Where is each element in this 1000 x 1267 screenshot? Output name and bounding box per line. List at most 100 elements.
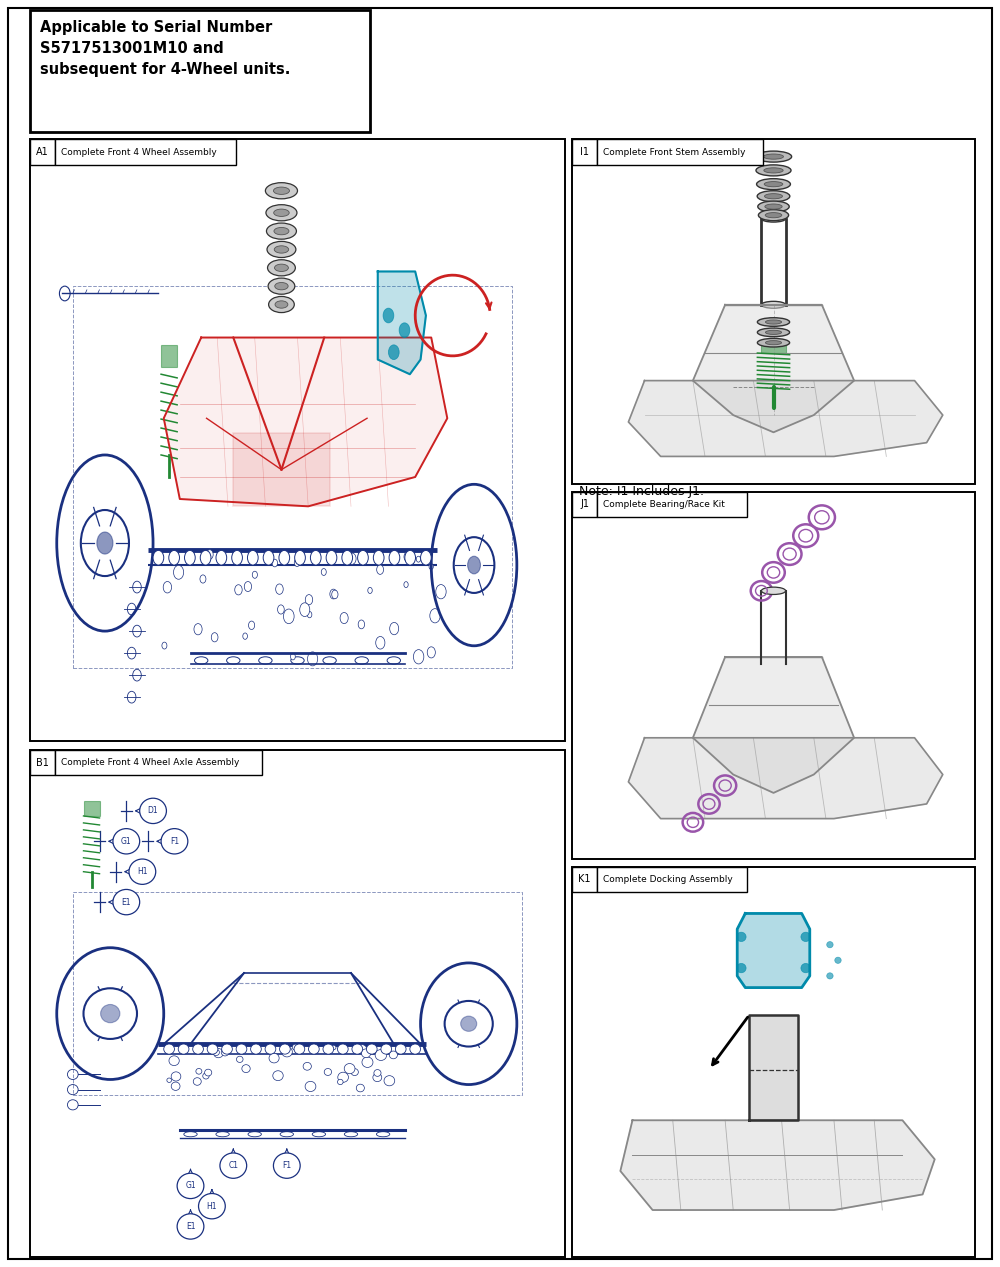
Circle shape (247, 550, 258, 565)
Circle shape (243, 634, 247, 640)
Circle shape (337, 1044, 348, 1054)
Circle shape (222, 1044, 232, 1054)
Ellipse shape (275, 300, 288, 308)
Ellipse shape (755, 151, 792, 162)
Circle shape (337, 1079, 343, 1085)
Circle shape (236, 1044, 247, 1054)
Ellipse shape (267, 242, 296, 257)
Text: G1: G1 (185, 1181, 196, 1191)
Circle shape (366, 1044, 377, 1054)
Circle shape (278, 604, 284, 614)
Circle shape (194, 623, 202, 635)
Circle shape (416, 556, 421, 563)
Circle shape (214, 1049, 223, 1058)
Circle shape (101, 1005, 120, 1022)
Circle shape (383, 308, 394, 323)
Circle shape (280, 1044, 290, 1054)
Circle shape (801, 933, 811, 941)
Circle shape (177, 1214, 204, 1239)
Text: H1: H1 (137, 867, 148, 877)
Circle shape (358, 550, 368, 565)
Circle shape (395, 1044, 406, 1054)
Ellipse shape (758, 209, 789, 220)
Text: E1: E1 (186, 1221, 195, 1232)
Bar (55, 139, 236, 165)
Text: Applicable to Serial Number
S5717513001M10 and
subsequent for 4-Wheel units.: Applicable to Serial Number S5717513001M… (40, 20, 290, 77)
Circle shape (113, 829, 140, 854)
Circle shape (207, 1044, 218, 1054)
Circle shape (381, 1044, 392, 1054)
Circle shape (206, 550, 213, 559)
Circle shape (421, 550, 431, 565)
Ellipse shape (761, 215, 786, 222)
Ellipse shape (248, 1131, 261, 1136)
Ellipse shape (764, 155, 783, 160)
Circle shape (193, 1078, 201, 1086)
Circle shape (342, 550, 353, 565)
Circle shape (374, 1069, 381, 1077)
Ellipse shape (764, 181, 783, 186)
Text: I1: I1 (580, 147, 589, 157)
Ellipse shape (216, 1131, 229, 1136)
Circle shape (244, 582, 252, 592)
Circle shape (324, 1068, 332, 1076)
Circle shape (67, 1069, 78, 1079)
Circle shape (309, 1047, 316, 1053)
Circle shape (273, 1071, 283, 1081)
Text: D1: D1 (148, 806, 158, 816)
Ellipse shape (757, 328, 790, 337)
Polygon shape (620, 1120, 935, 1210)
Ellipse shape (312, 1131, 326, 1136)
Bar (572, 492, 597, 517)
Circle shape (127, 647, 136, 659)
Circle shape (273, 1153, 300, 1178)
Circle shape (216, 550, 227, 565)
Circle shape (269, 1053, 279, 1063)
Bar (30, 139, 55, 165)
Bar (84, 801, 100, 816)
Circle shape (303, 1063, 311, 1071)
Circle shape (344, 1063, 355, 1073)
Ellipse shape (757, 179, 790, 190)
Ellipse shape (274, 228, 289, 234)
Bar (597, 867, 747, 892)
Circle shape (413, 650, 424, 664)
Circle shape (67, 1085, 78, 1095)
Circle shape (405, 550, 416, 565)
Bar (572, 139, 975, 484)
Polygon shape (378, 271, 426, 374)
Text: C1: C1 (228, 1161, 238, 1171)
Ellipse shape (344, 1131, 358, 1136)
Bar (572, 492, 975, 859)
Text: Complete Front 4 Wheel Axle Assembly: Complete Front 4 Wheel Axle Assembly (61, 758, 239, 768)
Circle shape (167, 1078, 172, 1082)
Circle shape (305, 1081, 316, 1092)
Circle shape (309, 1044, 319, 1054)
Ellipse shape (765, 204, 782, 209)
Bar (161, 345, 177, 367)
Circle shape (174, 565, 184, 579)
Polygon shape (693, 305, 854, 432)
Circle shape (67, 1100, 78, 1110)
Text: A1: A1 (36, 147, 49, 157)
Ellipse shape (376, 1131, 390, 1136)
Ellipse shape (184, 1131, 197, 1136)
Circle shape (177, 1173, 204, 1199)
Text: F1: F1 (282, 1161, 291, 1171)
Circle shape (376, 636, 385, 649)
Circle shape (290, 654, 295, 660)
Circle shape (205, 1069, 212, 1076)
Circle shape (294, 1044, 305, 1054)
Circle shape (292, 1044, 298, 1050)
Circle shape (163, 582, 172, 593)
Circle shape (249, 621, 255, 630)
Ellipse shape (291, 656, 304, 664)
Circle shape (436, 584, 446, 599)
Circle shape (252, 571, 257, 578)
Circle shape (193, 1044, 203, 1054)
Circle shape (235, 584, 242, 595)
Circle shape (295, 550, 305, 565)
Ellipse shape (275, 283, 288, 290)
Circle shape (171, 1082, 180, 1091)
Circle shape (203, 1073, 209, 1079)
